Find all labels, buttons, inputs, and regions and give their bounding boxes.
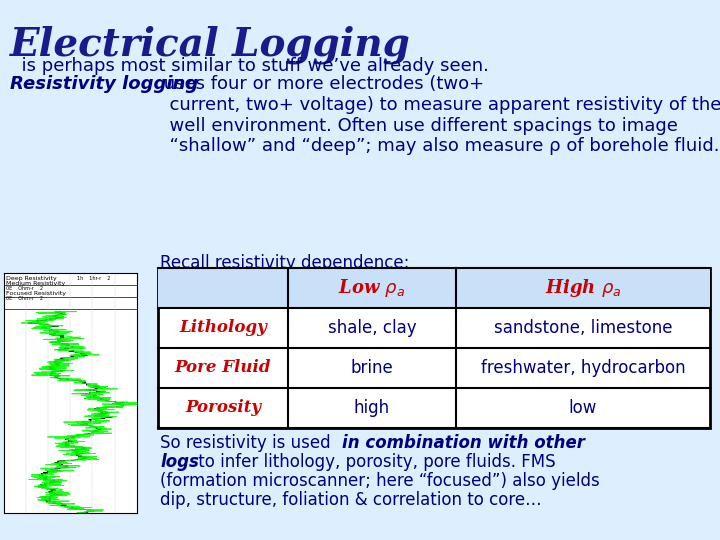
Text: freshwater, hydrocarbon: freshwater, hydrocarbon: [481, 359, 685, 377]
FancyBboxPatch shape: [158, 268, 710, 308]
Text: Pore Fluid: Pore Fluid: [175, 360, 271, 376]
Text: in combination with other: in combination with other: [342, 434, 585, 452]
Text: Porosity: Porosity: [185, 400, 261, 416]
Text: So resistivity is used: So resistivity is used: [160, 434, 336, 452]
Text: to infer lithology, porosity, pore fluids. FMS: to infer lithology, porosity, pore fluid…: [193, 453, 556, 471]
Text: dip, structure, foliation & correlation to core…: dip, structure, foliation & correlation …: [160, 491, 541, 509]
Text: Focused Resistivity: Focused Resistivity: [6, 291, 66, 296]
Text: Electrical Logging: Electrical Logging: [10, 25, 410, 64]
Text: brine: brine: [351, 359, 393, 377]
Text: low: low: [569, 399, 597, 417]
Text: sandstone, limestone: sandstone, limestone: [494, 319, 672, 337]
Text: logs: logs: [160, 453, 199, 471]
Text: 0E    Ohm-r    2: 0E Ohm-r 2: [6, 295, 43, 301]
Text: shale, clay: shale, clay: [328, 319, 416, 337]
Text: Medium Resistivity: Medium Resistivity: [6, 281, 66, 286]
Text: Lithology: Lithology: [179, 320, 267, 336]
Text: Resistivity logging: Resistivity logging: [10, 75, 198, 93]
Text: 0E    Ohm-r    2: 0E Ohm-r 2: [6, 286, 43, 291]
Text: 1h    1hr-r    2: 1h 1hr-r 2: [77, 276, 110, 281]
Text: is perhaps most similar to stuff we’ve already seen.: is perhaps most similar to stuff we’ve a…: [10, 57, 489, 75]
FancyBboxPatch shape: [158, 268, 710, 428]
Text: Low $\rho_a$: Low $\rho_a$: [338, 277, 405, 299]
Text: high: high: [354, 399, 390, 417]
Text: Recall resistivity dependence:: Recall resistivity dependence:: [160, 254, 410, 272]
Text: Deep Resistivity: Deep Resistivity: [6, 276, 57, 281]
Text: (formation microscanner; here “focused”) also yields: (formation microscanner; here “focused”)…: [160, 472, 600, 490]
Text: uses four or more electrodes (two+
  current, two+ voltage) to measure apparent : uses four or more electrodes (two+ curre…: [158, 75, 720, 156]
Text: High $\rho_a$: High $\rho_a$: [545, 277, 621, 299]
